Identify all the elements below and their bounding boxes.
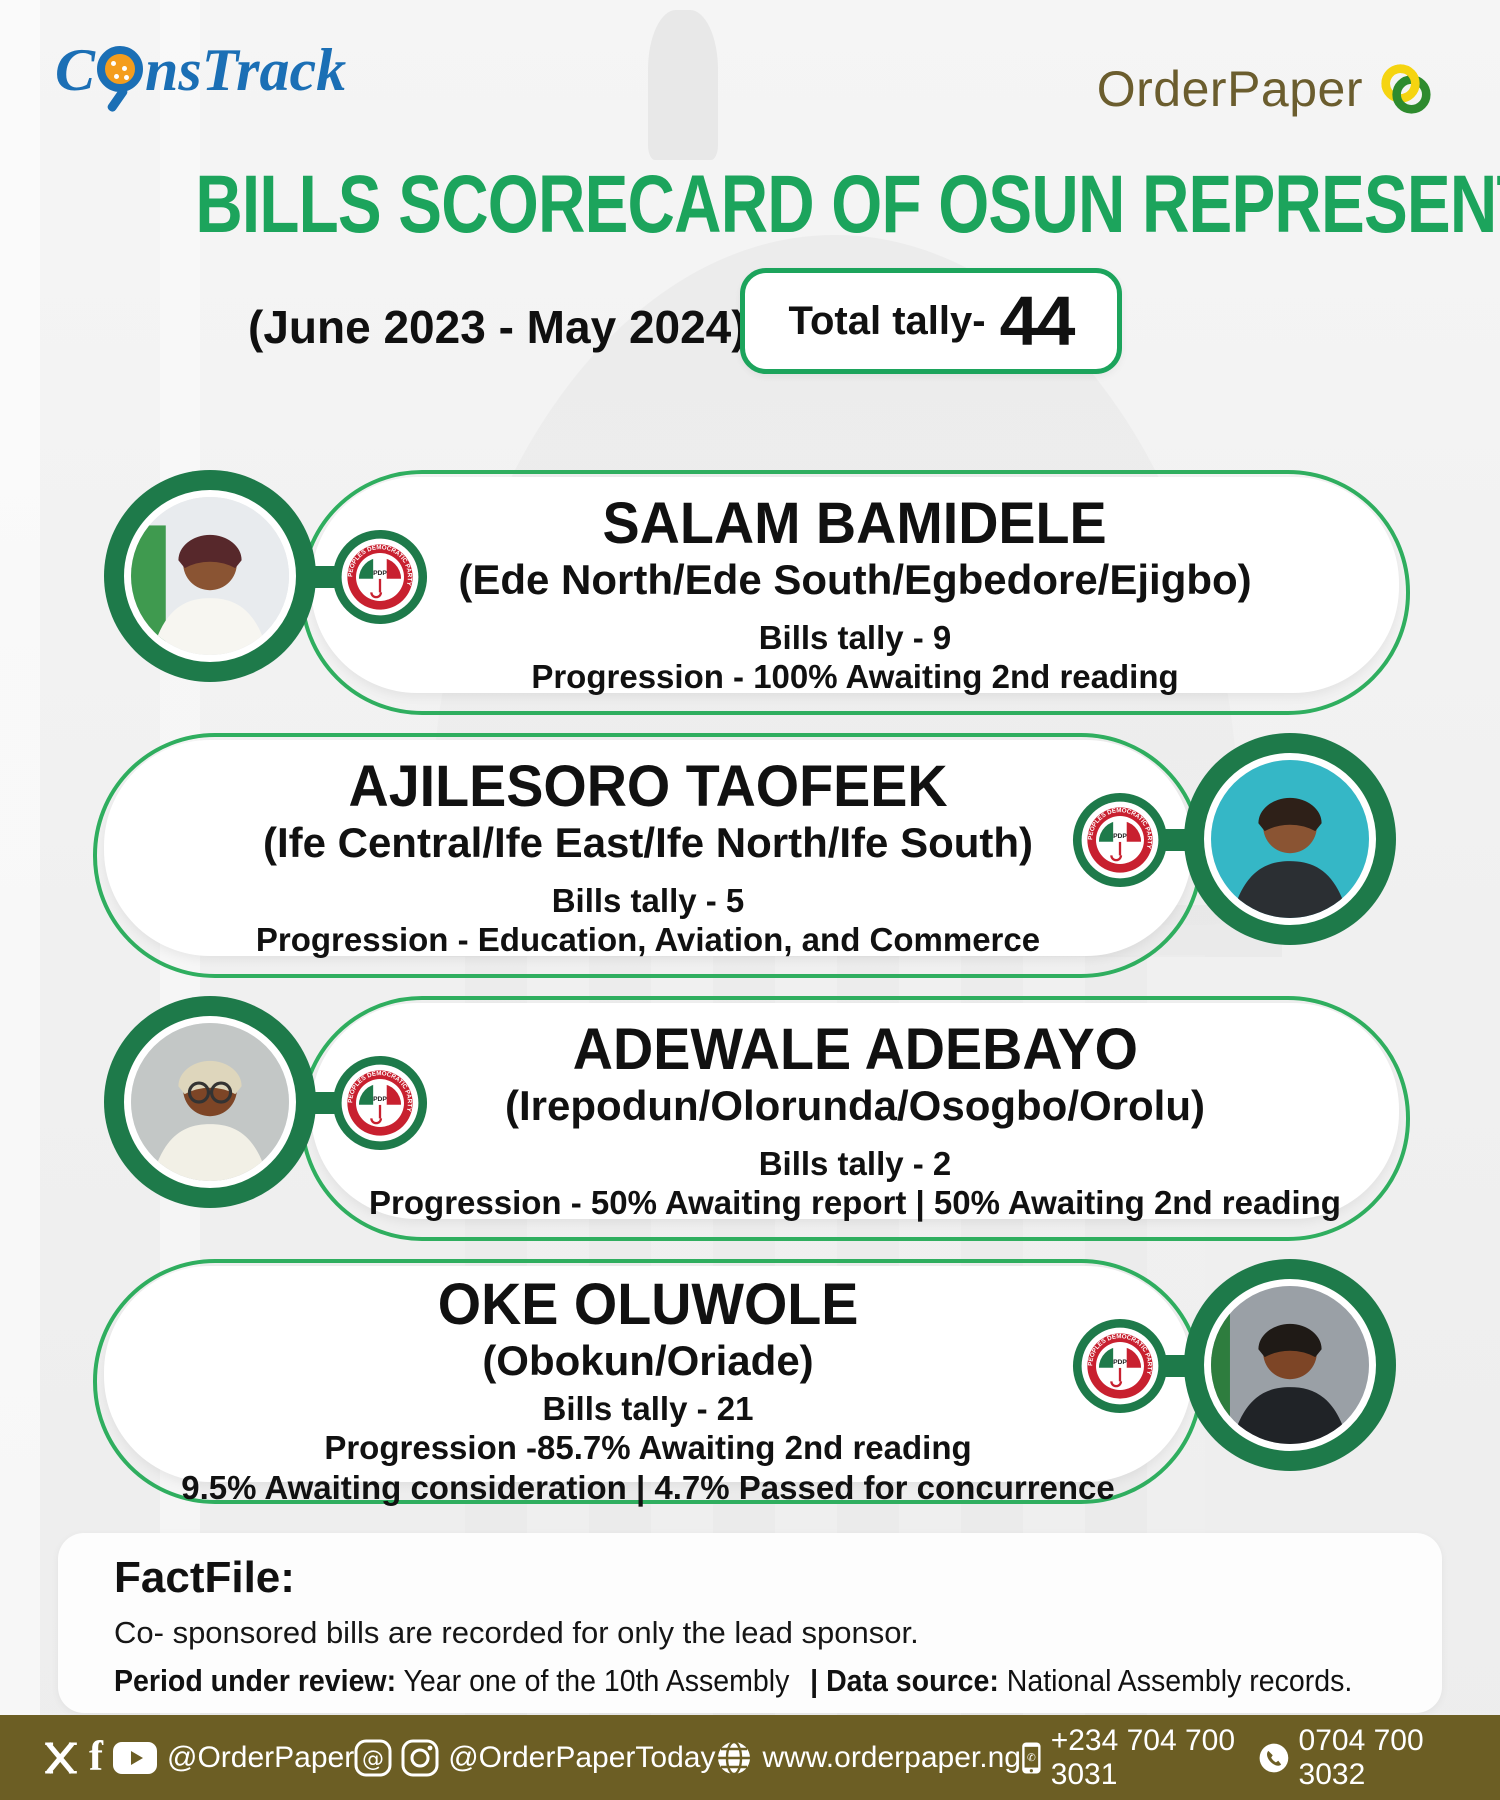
rep-name: SALAM BAMIDELE (602, 491, 1108, 556)
facebook-icon: f (89, 1733, 103, 1780)
footer-social-group: f @OrderPaper (42, 1733, 355, 1780)
rep-constituency: (Ede North/Ede South/Egbedore/Ejigbo) (458, 555, 1252, 603)
card-outline: AJILESORO TAOFEEK (Ife Central/Ife East/… (93, 733, 1203, 978)
svg-text:@: @ (362, 1747, 384, 1772)
data-source-label: | Data source: (810, 1663, 999, 1698)
period-label: (June 2023 - May 2024) (248, 301, 747, 353)
orderpaper-text: OrderPaper (1096, 61, 1363, 117)
rep-constituency: (Ife Central/Ife East/Ife North/Ife Sout… (262, 818, 1034, 866)
social-handle: @OrderPaper (167, 1740, 355, 1774)
threads-icon: @ (354, 1739, 392, 1776)
rep-constituency: (Obokun/Oriade) (482, 1336, 814, 1384)
rep-name: AJILESORO TAOFEEK (348, 754, 948, 819)
svg-text:PDP: PDP (1113, 833, 1127, 840)
card-text: OKE OLUWOLE (Obokun/Oriade) Bills tally … (127, 1263, 1169, 1506)
card-text: SALAM BAMIDELE (Ede North/Ede South/Egbe… (334, 474, 1376, 711)
pdp-umbrella-icon: PEOPLES DEMOCRATIC PARTY PDP (1072, 792, 1168, 888)
pdp-umbrella-icon: PEOPLES DEMOCRATIC PARTY PDP (1072, 1318, 1168, 1414)
card-text: ADEWALE ADEBAYO (Irepodun/Olorunda/Osogb… (334, 1000, 1376, 1237)
knot-icon (1381, 64, 1431, 114)
x-icon (45, 1741, 77, 1774)
svg-text:PDP: PDP (1113, 1359, 1127, 1366)
rep-photo (1184, 733, 1396, 945)
rep-card-adewale-adebayo: ADEWALE ADEBAYO (Irepodun/Olorunda/Osogb… (0, 996, 1500, 1241)
footer-bar: f @OrderPaper @ @OrderPaperToday (0, 1715, 1500, 1800)
period-review-label: Period under review: (114, 1663, 397, 1698)
rep-bills-tally: Bills tally - 9 (758, 619, 952, 657)
period-review-value: Year one of the 10th Assembly (403, 1663, 790, 1698)
card-outline: OKE OLUWOLE (Obokun/Oriade) Bills tally … (93, 1259, 1203, 1506)
data-source-value: National Assembly records. (1006, 1663, 1353, 1698)
factfile-note: Co- sponsored bills are recorded for onl… (114, 1615, 919, 1650)
rep-progression: Progression - Education, Aviation, and C… (255, 921, 1041, 959)
website-url: www.orderpaper.ng (762, 1740, 1021, 1774)
rep-avatar (131, 1023, 289, 1181)
globe-icon (718, 1740, 751, 1775)
card-outline: SALAM BAMIDELE (Ede North/Ede South/Egbe… (300, 470, 1410, 715)
svg-text:PDP: PDP (373, 1096, 387, 1103)
rep-progression: Progression - 50% Awaiting report | 50% … (369, 1184, 1341, 1222)
svg-text:PDP: PDP (373, 570, 387, 577)
total-tally-value: 44 (999, 282, 1076, 360)
whatsapp-icon (1259, 1743, 1288, 1772)
magnifier-icon (97, 46, 144, 92)
rep-progression: 9.5% Awaiting consideration | 4.7% Passe… (181, 1468, 1115, 1506)
youtube-icon (113, 1741, 157, 1774)
factfile-box: FactFile: Co- sponsored bills are record… (58, 1533, 1442, 1713)
rep-bills-tally: Bills tally - 2 (758, 1145, 952, 1183)
rep-photo (104, 470, 316, 682)
rep-card-salam-bamidele: SALAM BAMIDELE (Ede North/Ede South/Egbe… (0, 470, 1500, 715)
card-outline: ADEWALE ADEBAYO (Irepodun/Olorunda/Osogb… (300, 996, 1410, 1241)
rep-progression: Progression -85.7% Awaiting 2nd reading (324, 1429, 972, 1467)
rep-progression: Progression - 100% Awaiting 2nd reading (531, 658, 1179, 696)
pdp-umbrella-icon: PEOPLES DEMOCRATIC PARTY PDP (332, 1055, 428, 1151)
rep-card-ajilesoro-taofeek: AJILESORO TAOFEEK (Ife Central/Ife East/… (0, 733, 1500, 978)
card-body (311, 1003, 1399, 1219)
card-text: AJILESORO TAOFEEK (Ife Central/Ife East/… (127, 737, 1169, 974)
total-tally-label: Total tally- (788, 298, 986, 343)
rep-card-oke-oluwole: OKE OLUWOLE (Obokun/Oriade) Bills tally … (0, 1259, 1500, 1506)
card-body (104, 1266, 1192, 1482)
pdp-umbrella-icon: PEOPLES DEMOCRATIC PARTY PDP (332, 529, 428, 625)
orderpaper-logo: OrderPaper (1097, 50, 1445, 128)
rep-avatar (131, 497, 289, 655)
rep-constituency: (Irepodun/Olorunda/Osogbo/Orolu) (505, 1081, 1205, 1129)
rep-bills-tally: Bills tally - 5 (551, 882, 745, 920)
rep-avatar (1211, 760, 1369, 918)
factfile-heading: FactFile: (114, 1553, 295, 1602)
constrack-text-suffix: nsTrack (145, 37, 347, 103)
rep-avatar (1211, 1286, 1369, 1444)
footer-social-group-2: @ @OrderPaperToday (354, 1739, 715, 1777)
rep-bills-tally: Bills tally - 21 (542, 1390, 754, 1428)
svg-text:✆: ✆ (1027, 1753, 1036, 1764)
rep-photo (1184, 1259, 1396, 1471)
instagram-icon (401, 1739, 439, 1776)
footer-whatsapp-group: 0704 700 3032 (1258, 1724, 1458, 1792)
rep-name: OKE OLUWOLE (437, 1272, 859, 1337)
rep-name: ADEWALE ADEBAYO (572, 1017, 1138, 1082)
phone-number-1: +234 704 700 3031 (1050, 1723, 1236, 1791)
constrack-text-prefix: C (55, 37, 96, 103)
mobile-phone-icon: ✆ (1022, 1741, 1041, 1774)
footer-website-group: www.orderpaper.ng (715, 1739, 1021, 1777)
total-tally-box: Total tally- 44 (740, 268, 1122, 374)
factfile-meta: Period under review: Year one of the 10t… (114, 1663, 1352, 1699)
social-handle-2: @OrderPaperToday (448, 1740, 716, 1774)
footer-phone-group: ✆ +234 704 700 3031 (1021, 1724, 1258, 1792)
phone-number-2: 0704 700 3032 (1298, 1723, 1424, 1791)
page-title: BILLS SCORECARD OF OSUN REPRESENTATIVES (195, 159, 1500, 250)
rep-photo (104, 996, 316, 1208)
